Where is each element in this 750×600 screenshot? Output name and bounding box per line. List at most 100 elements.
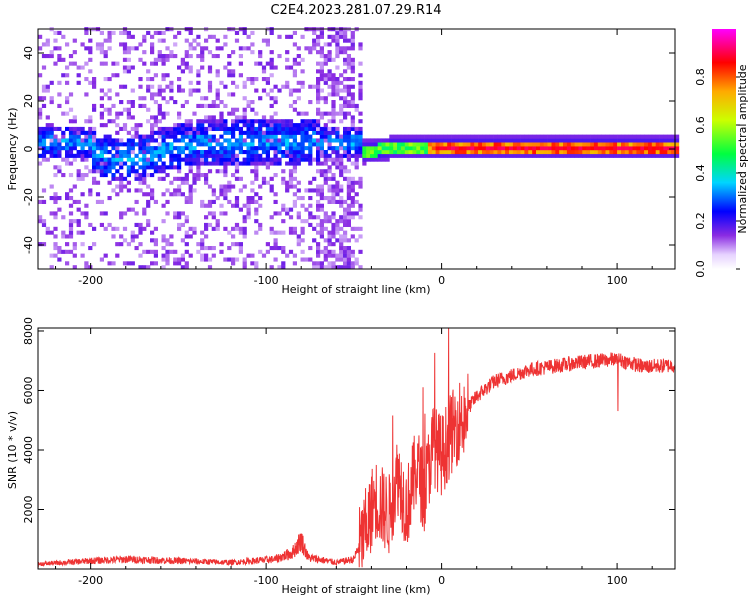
spectrogram-cell	[316, 88, 321, 93]
spectrogram-cell	[204, 203, 209, 208]
spectrogram-cell	[180, 146, 185, 151]
spectrogram-cell	[188, 30, 193, 35]
spectrogram-cell	[157, 119, 162, 124]
spectrogram-cell	[343, 261, 348, 266]
spectrogram-cell	[180, 192, 185, 197]
spectrogram-cell	[72, 138, 77, 143]
spectrogram-cell	[397, 153, 402, 158]
spectrogram-cell	[165, 261, 170, 266]
spectrogram-cell	[316, 157, 321, 162]
spectrogram-cell	[238, 138, 243, 143]
spectrogram-cell	[493, 146, 498, 151]
spectrogram-cell	[331, 215, 336, 220]
spectrogram-cell	[316, 42, 321, 47]
spectrogram-cell	[231, 50, 236, 55]
spectrogram-cell	[184, 242, 189, 247]
spectrogram-cell	[296, 146, 301, 151]
spectrogram-cell	[122, 211, 128, 216]
spectrogram-cell	[269, 157, 274, 162]
spectrogram-cell	[497, 142, 502, 147]
spectrogram-cell	[184, 176, 189, 181]
spectrogram-cell	[261, 146, 267, 151]
spectrogram-cell	[115, 153, 120, 158]
spectrogram-cell	[68, 222, 74, 227]
spectrogram-cell	[219, 126, 224, 131]
spectrogram-cell	[200, 253, 205, 258]
spectrogram-cell	[161, 169, 166, 174]
spectrogram-cell	[84, 61, 89, 66]
spectrogram-cell	[300, 80, 305, 85]
spectrogram-cell	[92, 242, 97, 247]
spectrogram-cell	[177, 222, 182, 227]
spectrogram-cell	[640, 142, 645, 147]
spectrogram-cell	[196, 88, 201, 93]
spectrogram-cell	[269, 184, 274, 189]
spectrogram-cell	[350, 261, 355, 266]
spectrogram-cell	[107, 150, 112, 155]
spectrogram-cell	[528, 134, 533, 139]
spectrogram-cell	[88, 80, 93, 85]
spectrogram-cell	[134, 211, 139, 216]
spectrogram-cell	[346, 61, 351, 66]
spectrogram-cell	[150, 173, 155, 178]
y-tick-label: 0	[22, 146, 35, 153]
spectrogram-cell	[593, 138, 599, 143]
x-tick-label: 100	[607, 574, 628, 587]
spectrogram-cell	[285, 84, 290, 89]
spectrogram-cell	[397, 146, 402, 151]
spectrogram-cell	[323, 169, 328, 174]
spectrogram-cell	[246, 199, 251, 204]
spectrogram-cell	[621, 142, 626, 147]
spectrogram-cell	[38, 153, 43, 158]
spectrogram-cell	[180, 176, 185, 181]
spectrogram-cell	[246, 153, 251, 158]
spectrogram-cell	[427, 138, 433, 143]
spectrogram-cell	[196, 69, 201, 74]
spectrogram-cell	[200, 96, 205, 101]
spectrogram-cell	[61, 230, 66, 235]
spectrogram-cell	[45, 134, 50, 139]
spectrogram-cell	[366, 138, 371, 143]
spectrogram-cell	[470, 150, 475, 155]
spectrogram-cell	[350, 38, 355, 43]
spectrogram-cell	[84, 265, 89, 270]
spectrogram-cell	[103, 157, 108, 162]
spectrogram-cell	[184, 157, 189, 162]
spectrogram-cell	[281, 123, 286, 128]
spectrogram-cell	[196, 42, 201, 47]
spectrogram-cell	[177, 84, 182, 89]
spectrogram-cell	[65, 242, 70, 247]
spectrogram-cell	[161, 115, 166, 120]
spectrogram-cell	[528, 146, 533, 151]
spectrogram-cell	[339, 246, 344, 251]
spectrogram-cell	[350, 100, 355, 105]
spectrogram-cell	[211, 215, 216, 220]
spectrogram-cell	[169, 157, 174, 162]
spectrogram-cell	[192, 146, 197, 151]
spectrogram-cell	[227, 180, 232, 185]
spectrogram-cell	[99, 153, 104, 158]
spectrogram-cell	[211, 54, 216, 59]
spectrogram-cell	[285, 65, 290, 70]
spectrogram-cell	[393, 138, 398, 143]
spectrogram-cell	[196, 54, 201, 59]
spectrogram-cell	[68, 126, 74, 131]
spectrogram-cell	[57, 30, 62, 35]
x-tick-label: -100	[254, 274, 279, 287]
spectrogram-cell	[188, 119, 193, 124]
spectrogram-cell	[134, 134, 139, 139]
spectrogram-cell	[292, 192, 297, 197]
spectrogram-cell	[57, 92, 62, 97]
spectrogram-cell	[269, 73, 274, 78]
spectrogram-cell	[119, 184, 124, 189]
spectrogram-cell	[358, 46, 363, 51]
spectrogram-cell	[57, 150, 62, 155]
spectrogram-cell	[570, 138, 575, 143]
spectrogram-cell	[119, 138, 124, 143]
spectrogram-cell	[539, 146, 545, 151]
spectrogram-cell	[431, 146, 436, 151]
spectrogram-cell	[38, 138, 43, 143]
spectrogram-cell	[520, 134, 525, 139]
spectrogram-cell	[115, 123, 120, 128]
spectrogram-cell	[122, 226, 128, 231]
